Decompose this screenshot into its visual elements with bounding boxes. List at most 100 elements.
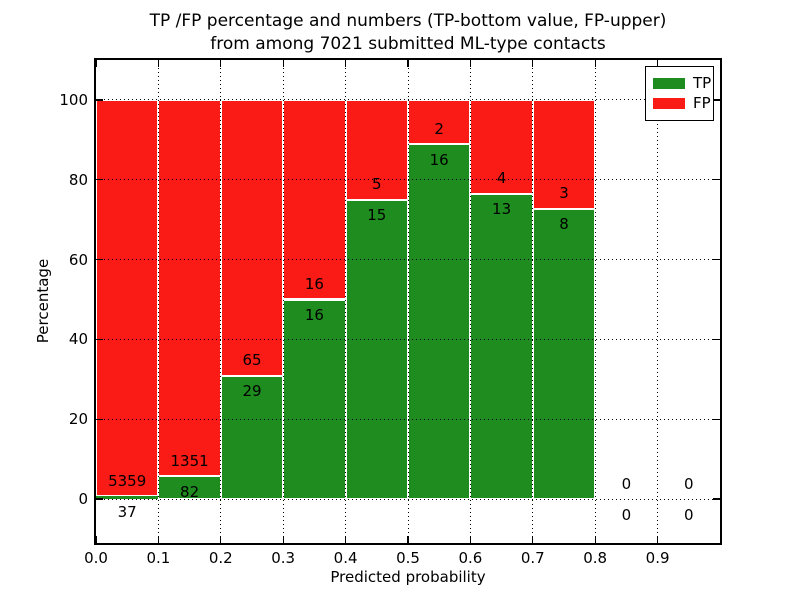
x-tick-mark (95, 536, 97, 543)
gridline-horizontal (96, 259, 720, 261)
y-tick-label: 60 (68, 250, 88, 269)
bar-fp-segment (220, 99, 284, 376)
x-tick-mark (657, 60, 659, 67)
bar-tp-segment (532, 208, 596, 500)
x-tick-label: 0.9 (645, 549, 670, 567)
gridline-vertical (407, 60, 409, 543)
legend: TP FP (645, 66, 714, 121)
x-tick-mark (469, 536, 472, 543)
x-tick-mark (282, 536, 284, 543)
bar-tp-segment (96, 496, 159, 500)
x-tick-label: 0.2 (208, 549, 233, 567)
tp-count-label: 0 (684, 505, 694, 524)
x-tick-mark (220, 536, 222, 543)
gridline-vertical (657, 60, 659, 543)
chart-title-line1: TP /FP percentage and numbers (TP-bottom… (149, 11, 667, 31)
gridline-vertical (469, 60, 471, 543)
gridline-horizontal (96, 418, 720, 420)
x-tick-mark (157, 536, 160, 543)
x-tick-label: 0.5 (396, 549, 420, 567)
fp-count-label: 5359 (108, 471, 147, 490)
x-tick-label: 0.1 (146, 549, 171, 567)
x-tick-label: 0.3 (271, 549, 296, 567)
fp-count-label: 0 (684, 474, 694, 493)
x-tick-mark (345, 536, 347, 543)
y-tick-mark (713, 258, 720, 261)
y-tick-label: 20 (68, 410, 88, 429)
legend-label-tp: TP (693, 74, 712, 92)
y-tick-label: 80 (68, 170, 88, 189)
legend-swatch-fp-icon (653, 97, 685, 109)
x-tick-mark (407, 60, 409, 67)
gridline-horizontal (96, 498, 720, 500)
bar-tp-segment (408, 144, 471, 500)
tp-count-label: 0 (621, 505, 632, 524)
bar-fp-segment (283, 99, 346, 300)
tp-count-label: 8 (559, 215, 569, 234)
bar-fp-segment (96, 99, 159, 497)
gridline-vertical (532, 60, 534, 543)
gridline-horizontal (96, 99, 720, 101)
x-axis-label: Predicted probability (330, 568, 486, 586)
x-tick-mark (157, 60, 160, 67)
fp-count-label: 65 (242, 351, 262, 370)
x-tick-label: 0.6 (458, 549, 483, 567)
bar-fp-segment (345, 99, 408, 200)
gridline-vertical (282, 60, 284, 543)
x-tick-mark (532, 536, 534, 543)
y-tick-mark (713, 99, 720, 101)
fp-count-label: 3 (559, 184, 569, 203)
bar-fp-segment (158, 99, 221, 477)
legend-swatch-tp-icon (653, 77, 685, 89)
gridline-horizontal (96, 179, 720, 181)
tp-count-label: 15 (367, 206, 387, 225)
y-tick-mark (96, 179, 103, 181)
chart-title: TP /FP percentage and numbers (TP-bottom… (8, 10, 800, 56)
x-tick-mark (657, 536, 659, 543)
bar-tp-segment (345, 199, 408, 500)
chart-title-line2: from among 7021 submitted ML-type contac… (210, 34, 606, 54)
x-tick-mark (95, 60, 97, 67)
y-tick-mark (713, 338, 720, 341)
gridline-vertical (157, 60, 159, 543)
fp-count-label: 5 (372, 175, 382, 194)
fp-count-label: 1351 (170, 451, 209, 470)
y-tick-mark (713, 179, 720, 181)
legend-item-tp: TP (653, 74, 711, 92)
tp-count-label: 29 (242, 382, 262, 401)
plot-area: 5359 37 1351 82 65 29 16 16 5 15 2 16 4 13 3 8 0 0 0 0 (95, 60, 720, 543)
bar-fp-segment (532, 99, 596, 209)
gridline-vertical (594, 60, 596, 543)
y-tick-label: 0 (78, 490, 88, 509)
x-tick-mark (469, 60, 472, 67)
tp-count-label: 16 (304, 306, 324, 324)
tp-count-label: 16 (429, 150, 449, 169)
x-tick-mark (407, 536, 409, 543)
y-tick-mark (96, 258, 103, 261)
x-tick-label: 0.7 (520, 549, 545, 567)
bar-fp-segment (408, 99, 471, 145)
fp-count-label: 4 (496, 169, 507, 188)
fp-count-label: 0 (621, 474, 632, 493)
tp-count-label: 13 (492, 200, 512, 219)
bar-fp-segment (470, 99, 533, 194)
bar-tp-segment (220, 375, 284, 500)
y-tick-mark (96, 498, 103, 500)
gridline-vertical (345, 60, 347, 543)
bar-tp-segment (470, 193, 533, 500)
x-tick-mark (594, 60, 596, 67)
fp-count-label: 2 (434, 119, 444, 138)
tp-count-label: 82 (180, 482, 200, 501)
legend-item-fp: FP (653, 94, 711, 112)
gridline-horizontal (96, 338, 720, 340)
bar-tp-segment (283, 299, 346, 500)
y-axis-label: Percentage (34, 258, 52, 344)
legend-label-fp: FP (693, 94, 711, 112)
x-tick-label: 0.8 (583, 549, 608, 567)
x-tick-label: 0.4 (333, 549, 358, 567)
y-tick-mark (96, 418, 103, 420)
x-tick-mark (594, 536, 596, 543)
y-tick-mark (96, 99, 103, 101)
y-tick-mark (713, 418, 720, 420)
y-tick-label: 40 (68, 330, 88, 349)
